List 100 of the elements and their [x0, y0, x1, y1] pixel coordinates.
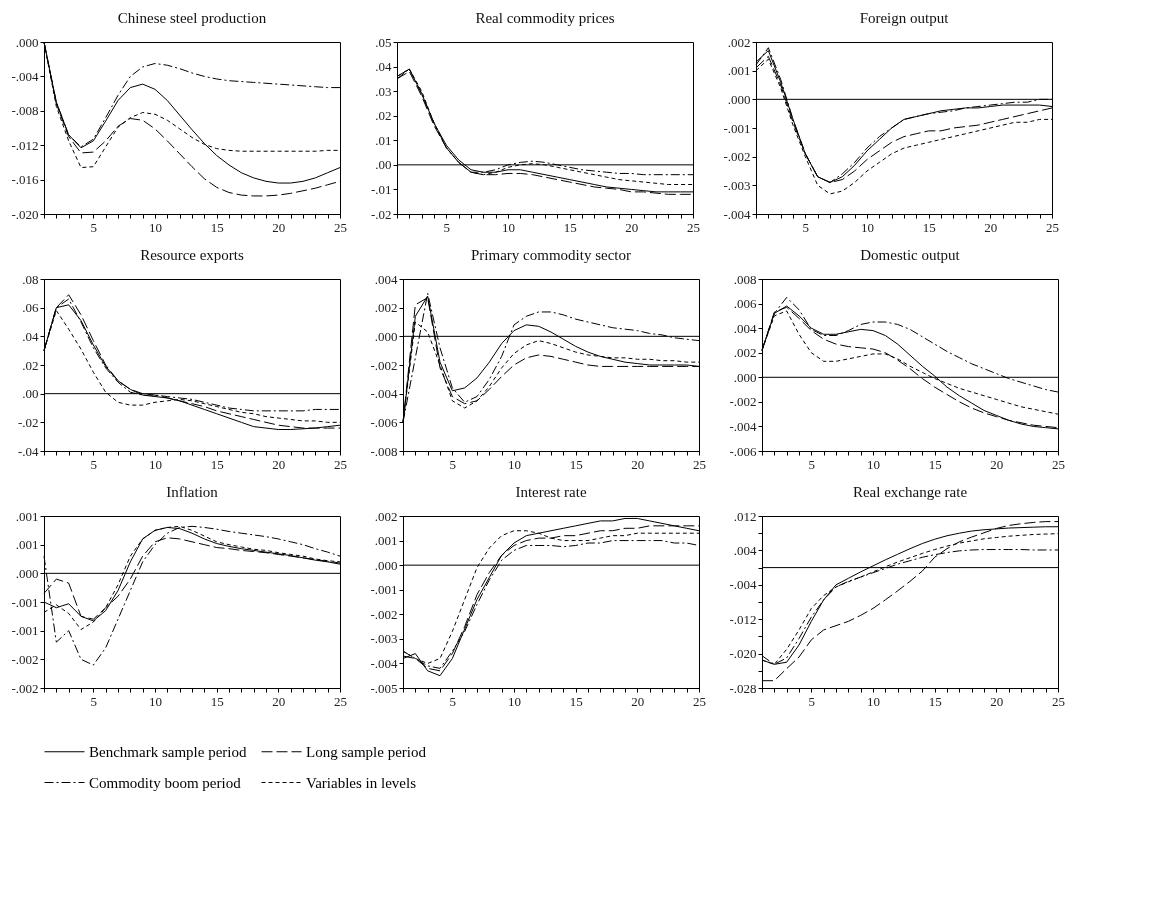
y-tick-label: .000: [15, 565, 39, 581]
x-tick-label: 15: [928, 693, 942, 709]
y-tick-label: .02: [375, 108, 392, 124]
y-tick-label: .00: [375, 157, 392, 173]
x-tick-label: 5: [808, 456, 816, 472]
x-tick-label: 15: [922, 219, 936, 235]
chart-title: Interest rate: [515, 484, 587, 500]
y-tick-label: .00: [22, 386, 39, 402]
y-tick-label: -.002: [723, 149, 751, 165]
y-tick-label: .002: [727, 34, 751, 50]
y-tick-label: -.008: [11, 103, 39, 119]
x-tick-label: 25: [693, 456, 706, 472]
x-tick-label: 10: [149, 456, 162, 472]
y-tick-label: .000: [727, 91, 751, 107]
y-tick-label: .04: [375, 59, 392, 75]
chart-title: Chinese steel production: [117, 10, 267, 26]
y-tick-label: .002: [374, 300, 398, 316]
y-tick-label: -.004: [11, 68, 39, 84]
y-tick-label: .000: [15, 34, 39, 50]
x-tick-label: 15: [928, 456, 942, 472]
x-tick-label: 10: [867, 693, 880, 709]
y-tick-label: .04: [22, 328, 39, 344]
y-tick-label: -.001: [723, 120, 751, 136]
y-tick-label: -.02: [17, 414, 39, 430]
y-tick-label: .012: [733, 508, 757, 524]
y-tick-label: -.001: [370, 582, 398, 598]
x-tick-label: 20: [272, 456, 286, 472]
y-tick-label: .001: [374, 533, 398, 549]
y-tick-label: -.008: [370, 443, 398, 459]
y-tick-label: .006: [733, 296, 757, 312]
y-tick-label: -.020: [729, 646, 757, 662]
y-tick-label: .002: [733, 345, 757, 361]
y-tick-label: -.004: [370, 386, 398, 402]
x-tick-label: 20: [631, 456, 645, 472]
y-tick-label: -.012: [11, 137, 39, 153]
y-tick-label: .001: [727, 63, 751, 79]
y-tick-label: .004: [733, 542, 757, 558]
x-tick-label: 25: [1046, 219, 1059, 235]
chart-title: Real exchange rate: [852, 484, 968, 500]
y-tick-label: .05: [375, 34, 392, 50]
x-tick-label: 25: [687, 219, 700, 235]
chart-title: Foreign output: [859, 10, 950, 26]
y-tick-label: .000: [733, 369, 757, 385]
y-tick-label: .02: [22, 357, 39, 373]
y-tick-label: .06: [22, 300, 39, 316]
x-tick-label: 10: [502, 219, 515, 235]
x-tick-label: 10: [861, 219, 874, 235]
y-tick-label: .03: [375, 83, 392, 99]
y-tick-label: .000: [374, 328, 398, 344]
y-tick-label: -.003: [370, 631, 398, 647]
y-tick-label: -.004: [729, 418, 757, 434]
y-tick-label: -.01: [370, 181, 392, 197]
chart-title: Domestic output: [860, 247, 961, 263]
x-tick-label: 10: [149, 693, 162, 709]
y-tick-label: -.001: [11, 594, 39, 610]
x-tick-label: 15: [210, 219, 224, 235]
x-tick-label: 5: [90, 693, 98, 709]
x-tick-label: 25: [334, 456, 347, 472]
x-tick-label: 5: [449, 456, 457, 472]
chart-title: Resource exports: [140, 247, 245, 263]
legend-label: Long sample period: [306, 743, 427, 760]
y-tick-label: .008: [733, 271, 757, 287]
y-tick-label: -.003: [723, 177, 751, 193]
y-tick-label: -.005: [370, 680, 398, 696]
y-tick-label: -.02: [370, 206, 392, 222]
x-tick-label: 5: [90, 456, 98, 472]
x-tick-label: 25: [693, 693, 706, 709]
x-tick-label: 5: [443, 219, 451, 235]
y-tick-label: -.002: [11, 651, 39, 667]
y-tick-label: .01: [375, 132, 392, 148]
x-tick-label: 15: [210, 456, 224, 472]
x-tick-label: 25: [334, 219, 347, 235]
x-tick-label: 15: [563, 219, 577, 235]
x-tick-label: 20: [272, 693, 286, 709]
y-tick-label: -.028: [729, 680, 757, 696]
x-tick-label: 25: [334, 693, 347, 709]
x-tick-label: 10: [508, 456, 521, 472]
y-tick-label: .001: [15, 537, 39, 553]
y-tick-label: -.004: [370, 655, 398, 671]
y-tick-label: -.002: [370, 606, 398, 622]
x-tick-label: 20: [984, 219, 998, 235]
y-tick-label: .004: [374, 271, 398, 287]
y-tick-label: -.001: [11, 623, 39, 639]
y-tick-label: -.006: [370, 414, 398, 430]
chart-title: Real commodity prices: [475, 10, 615, 26]
x-tick-label: 10: [149, 219, 162, 235]
x-tick-label: 15: [569, 456, 583, 472]
x-tick-label: 15: [210, 693, 224, 709]
y-tick-label: -.004: [729, 577, 757, 593]
y-tick-label: .002: [374, 508, 398, 524]
x-tick-label: 5: [449, 693, 457, 709]
y-tick-label: .004: [733, 320, 757, 336]
legend-label: Benchmark sample period: [89, 743, 247, 760]
y-tick-label: -.04: [17, 443, 39, 459]
x-tick-label: 25: [1052, 456, 1065, 472]
x-tick-label: 5: [90, 219, 98, 235]
x-tick-label: 25: [1052, 693, 1065, 709]
chart-title: Primary commodity sector: [471, 247, 631, 263]
x-tick-label: 5: [808, 693, 816, 709]
x-tick-label: 20: [990, 693, 1004, 709]
